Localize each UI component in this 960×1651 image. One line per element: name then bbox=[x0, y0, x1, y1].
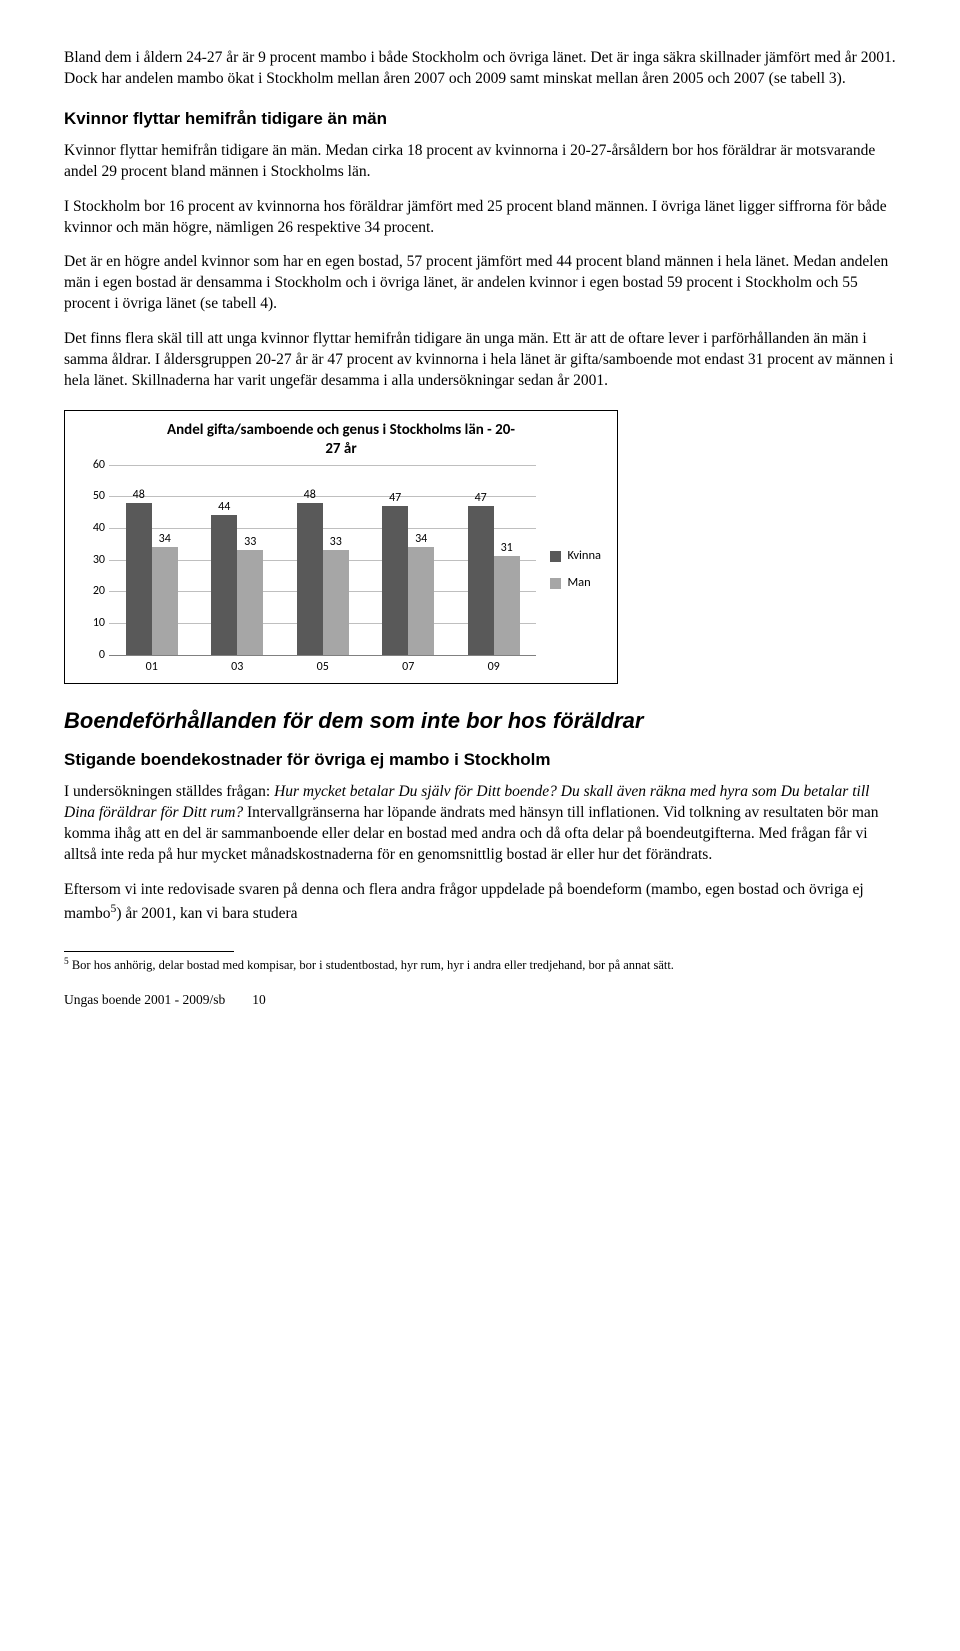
footnote-rule bbox=[64, 951, 234, 952]
chart-bar-value: 48 bbox=[133, 487, 145, 503]
chart-legend: Kvinna Man bbox=[536, 465, 601, 675]
body-paragraph: I Stockholm bor 16 procent av kvinnorna … bbox=[64, 197, 896, 239]
chart-xtick: 01 bbox=[146, 659, 158, 675]
section-heading-boende: Boendeförhållanden för dem som inte bor … bbox=[64, 706, 896, 736]
chart-bar-value: 33 bbox=[244, 534, 256, 550]
bar-chart: Andel gifta/samboende och genus i Stockh… bbox=[64, 410, 618, 684]
chart-bar: 34 bbox=[408, 547, 434, 655]
legend-item: Man bbox=[550, 575, 601, 592]
chart-bar-value: 31 bbox=[501, 540, 513, 556]
chart-bar: 33 bbox=[323, 550, 349, 655]
legend-swatch bbox=[550, 578, 561, 589]
chart-gridline bbox=[109, 655, 536, 656]
footnote: 5 Bor hos anhörig, delar bostad med komp… bbox=[64, 956, 896, 973]
chart-bar: 31 bbox=[494, 556, 520, 654]
legend-item: Kvinna bbox=[550, 548, 601, 565]
body-paragraph: Det är en högre andel kvinnor som har en… bbox=[64, 252, 896, 315]
body-paragraph: I undersökningen ställdes frågan: Hur my… bbox=[64, 782, 896, 866]
chart-ytick: 0 bbox=[83, 646, 105, 662]
chart-bar: 47 bbox=[468, 506, 494, 655]
chart-title: Andel gifta/samboende och genus i Stockh… bbox=[81, 421, 601, 459]
section-heading-stigande: Stigande boendekostnader för övriga ej m… bbox=[64, 749, 896, 772]
chart-bar-group: 4731 bbox=[468, 506, 520, 655]
legend-swatch bbox=[550, 551, 561, 562]
body-paragraph: Eftersom vi inte redovisade svaren på de… bbox=[64, 880, 896, 925]
body-paragraph: Det finns flera skäl till att unga kvinn… bbox=[64, 329, 896, 392]
chart-ytick: 60 bbox=[83, 456, 105, 472]
chart-bar-group: 4834 bbox=[126, 503, 178, 655]
body-paragraph: Kvinnor flyttar hemifrån tidigare än män… bbox=[64, 141, 896, 183]
chart-bar: 34 bbox=[152, 547, 178, 655]
section-heading-kvinnor: Kvinnor flyttar hemifrån tidigare än män bbox=[64, 108, 896, 131]
chart-bar: 33 bbox=[237, 550, 263, 655]
page-footer: Ungas boende 2001 - 2009/sb 10 bbox=[64, 991, 896, 1009]
chart-bar-value: 47 bbox=[389, 490, 401, 506]
chart-bar-value: 33 bbox=[330, 534, 342, 550]
chart-bar-group: 4433 bbox=[211, 515, 263, 654]
chart-ytick: 40 bbox=[83, 520, 105, 536]
chart-bar-value: 34 bbox=[159, 531, 171, 547]
chart-xtick: 05 bbox=[317, 659, 329, 675]
body-paragraph: Bland dem i åldern 24-27 år är 9 procent… bbox=[64, 48, 896, 90]
chart-xtick: 09 bbox=[488, 659, 500, 675]
chart-bar-group: 4734 bbox=[382, 506, 434, 655]
chart-bar: 48 bbox=[297, 503, 323, 655]
chart-bar: 47 bbox=[382, 506, 408, 655]
legend-label: Man bbox=[567, 575, 590, 592]
legend-label: Kvinna bbox=[567, 548, 601, 565]
chart-ytick: 20 bbox=[83, 583, 105, 599]
chart-bar-group: 4833 bbox=[297, 503, 349, 655]
chart-bar: 48 bbox=[126, 503, 152, 655]
chart-ytick: 30 bbox=[83, 551, 105, 567]
chart-xtick: 03 bbox=[231, 659, 243, 675]
chart-bar-value: 47 bbox=[475, 490, 487, 506]
chart-bar-value: 48 bbox=[304, 487, 316, 503]
chart-xtick: 07 bbox=[402, 659, 414, 675]
chart-bar: 44 bbox=[211, 515, 237, 654]
chart-bar-value: 44 bbox=[218, 499, 230, 515]
chart-bar-value: 34 bbox=[415, 531, 427, 547]
chart-ytick: 50 bbox=[83, 488, 105, 504]
chart-ytick: 10 bbox=[83, 615, 105, 631]
